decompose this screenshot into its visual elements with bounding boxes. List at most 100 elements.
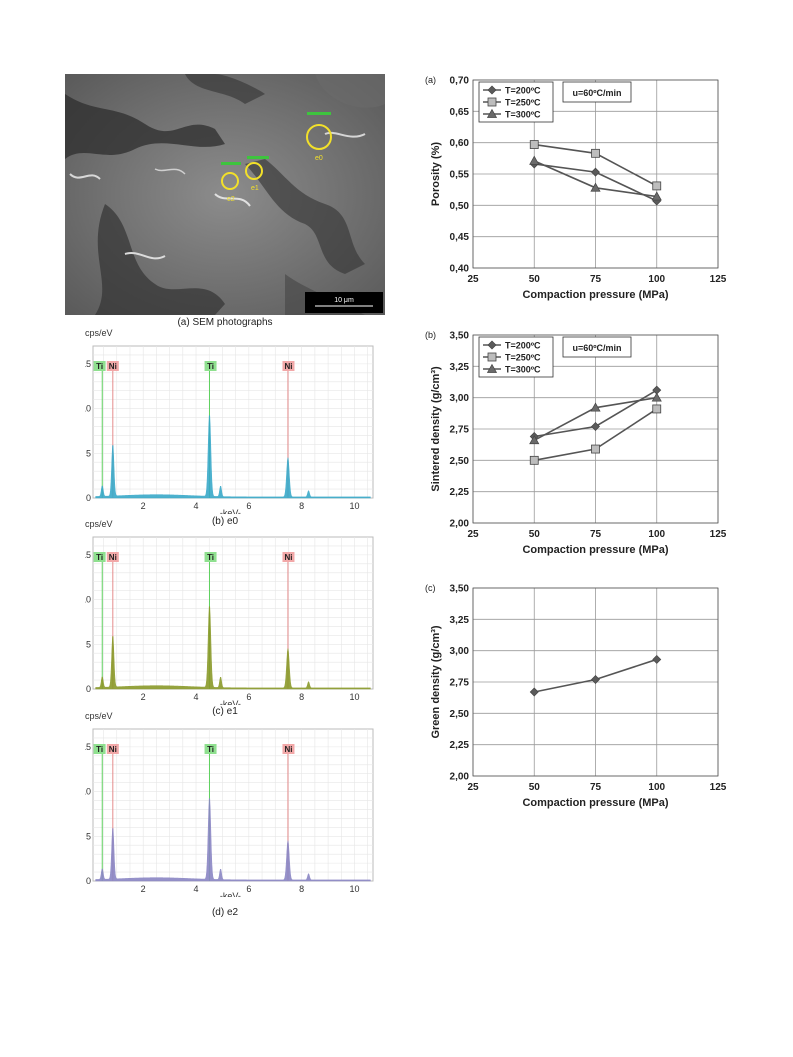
eds-y-axis-label: cps/eV (85, 328, 113, 338)
chart-y-tick: 3,50 (450, 584, 470, 595)
chart-x-tick: 25 (467, 529, 479, 540)
eds-peak-label: Ti (96, 362, 103, 371)
sem-point-e0: e0 (315, 155, 323, 162)
chart-x-axis-label: Compaction pressure (MPa) (522, 797, 668, 809)
chart-plot-border (472, 79, 719, 269)
chart-y-tick: 2,50 (450, 709, 470, 720)
sintered-density-chart: (b) 2,00 2,25 2,50 2,75 3,00 3,25 3,50 25 50 75 100… (425, 330, 727, 556)
chart-annotation-box (562, 81, 632, 103)
chart-x-tick: 50 (529, 274, 541, 285)
eds-spectrum-e1: cps/eV 0 5 10 15 2 4 6 8 10 -keV- Ti Ni Ti Ni (85, 519, 374, 705)
chart-data-point (591, 421, 600, 431)
eds-x-tick: 4 (194, 692, 199, 702)
chart-legend-label: T=300ºC (505, 365, 541, 375)
chart-data-point (652, 181, 662, 191)
chart-x-tick: 100 (648, 782, 665, 793)
chart-annotation: u=60ºC/min (572, 88, 621, 98)
chart-x-tick: 75 (590, 529, 602, 540)
eds-peak-label: Ni (109, 553, 117, 562)
chart-x-tick: 100 (648, 274, 665, 285)
chart-annotation-box (562, 336, 632, 358)
sem-scale-label: 10 μm (334, 297, 354, 304)
eds-x-tick: 6 (246, 692, 251, 702)
eds-peak-label: Ni (109, 362, 117, 371)
chart-x-tick: 75 (590, 274, 602, 285)
chart-legend-label: T=250ºC (505, 353, 541, 363)
eds-y-tick: 10 (85, 404, 91, 414)
chart-y-tick: 2,25 (450, 487, 470, 498)
chart-y-tick: 2,00 (450, 519, 470, 530)
chart-x-tick: 75 (590, 782, 602, 793)
eds-peak-label-bg (204, 361, 217, 371)
chart-x-tick: 50 (529, 782, 541, 793)
chart-panel-label: (a) (425, 75, 436, 85)
chart-y-tick: 0,55 (450, 170, 470, 181)
chart-data-point (590, 402, 601, 412)
eds-x-tick: 4 (194, 884, 199, 894)
eds-peak-label-bg (106, 744, 119, 754)
eds-peak-label: Ni (109, 745, 117, 754)
eds-peak-label-bg (93, 361, 106, 371)
eds-x-tick: 10 (350, 884, 360, 894)
chart-data-point (651, 191, 662, 201)
eds-peak-label: Ni (284, 362, 292, 371)
chart-panel-label: (c) (425, 583, 436, 593)
chart-legend-label: T=200ºC (505, 341, 541, 351)
chart-y-tick: 2,75 (450, 678, 470, 689)
chart-y-tick: 0,40 (450, 264, 470, 275)
chart-x-tick: 125 (710, 274, 727, 285)
chart-y-tick: 2,50 (450, 456, 470, 467)
chart-data-point (591, 148, 600, 158)
eds-y-tick: 5 (86, 448, 91, 458)
eds-y-tick: 10 (85, 595, 91, 605)
chart-plot-border (472, 587, 719, 777)
eds-x-axis-label: -keV- (220, 891, 241, 897)
chart-y-tick: 3,25 (450, 362, 470, 373)
chart-x-tick: 125 (710, 529, 727, 540)
chart-legend-marker (487, 85, 497, 95)
eds-spectrum-trace (95, 798, 371, 882)
chart-data-point (590, 182, 601, 192)
green-density-chart: (c) 2,00 2,25 2,50 2,75 3,00 3,25 3,50 25 50 75 100… (425, 583, 727, 809)
chart-legend-marker (486, 108, 498, 118)
eds-caption-e2: (d) e2 (211, 907, 239, 918)
sem-caption: (a) SEM photographs (177, 317, 273, 328)
chart-legend-marker (487, 352, 497, 362)
chart-legend-label: T=250ºC (505, 98, 541, 108)
eds-peak-label: Ti (96, 745, 103, 754)
eds-spectrum-trace (95, 415, 371, 499)
eds-spectrum-e0: cps/eV 0 5 10 15 2 4 6 8 10 -keV- Ti Ni Ti Ni (85, 328, 374, 514)
eds-plot-area (92, 536, 374, 690)
eds-x-tick: 6 (246, 884, 251, 894)
chart-y-tick: 3,50 (450, 331, 470, 342)
eds-x-tick: 2 (141, 884, 146, 894)
chart-data-point (591, 167, 600, 177)
eds-x-tick: 4 (194, 501, 199, 511)
eds-y-tick: 15 (85, 359, 91, 369)
eds-peak-label: Ni (284, 553, 292, 562)
chart-data-point (651, 392, 662, 402)
sem-point-e1: e1 (251, 185, 259, 192)
eds-x-tick: 2 (141, 501, 146, 511)
eds-peak-label: Ti (207, 362, 214, 371)
chart-data-point (652, 404, 662, 414)
eds-x-tick: 8 (299, 884, 304, 894)
eds-peak-label: Ni (284, 745, 292, 754)
eds-y-tick: 0 (86, 876, 91, 886)
chart-y-axis-label: Porosity (%) (430, 142, 442, 207)
eds-peak-label-bg (204, 744, 217, 754)
chart-y-tick: 0,60 (450, 138, 470, 149)
eds-y-tick: 5 (86, 639, 91, 649)
chart-x-axis-label: Compaction pressure (MPa) (522, 289, 668, 301)
eds-spectrum-trace (95, 606, 371, 690)
chart-y-tick: 2,75 (450, 425, 470, 436)
eds-spectrum-e2: cps/eV 0 5 10 15 2 4 6 8 10 -keV- Ti Ni Ti Ni (85, 711, 374, 897)
chart-legend-label: T=200ºC (505, 86, 541, 96)
eds-x-tick: 2 (141, 692, 146, 702)
eds-x-axis-label: -keV- (220, 508, 241, 514)
chart-data-point (529, 155, 540, 165)
eds-plot-area (92, 345, 374, 499)
chart-legend-marker (487, 340, 497, 350)
chart-data-point (591, 444, 600, 454)
chart-y-tick: 3,00 (450, 646, 470, 657)
